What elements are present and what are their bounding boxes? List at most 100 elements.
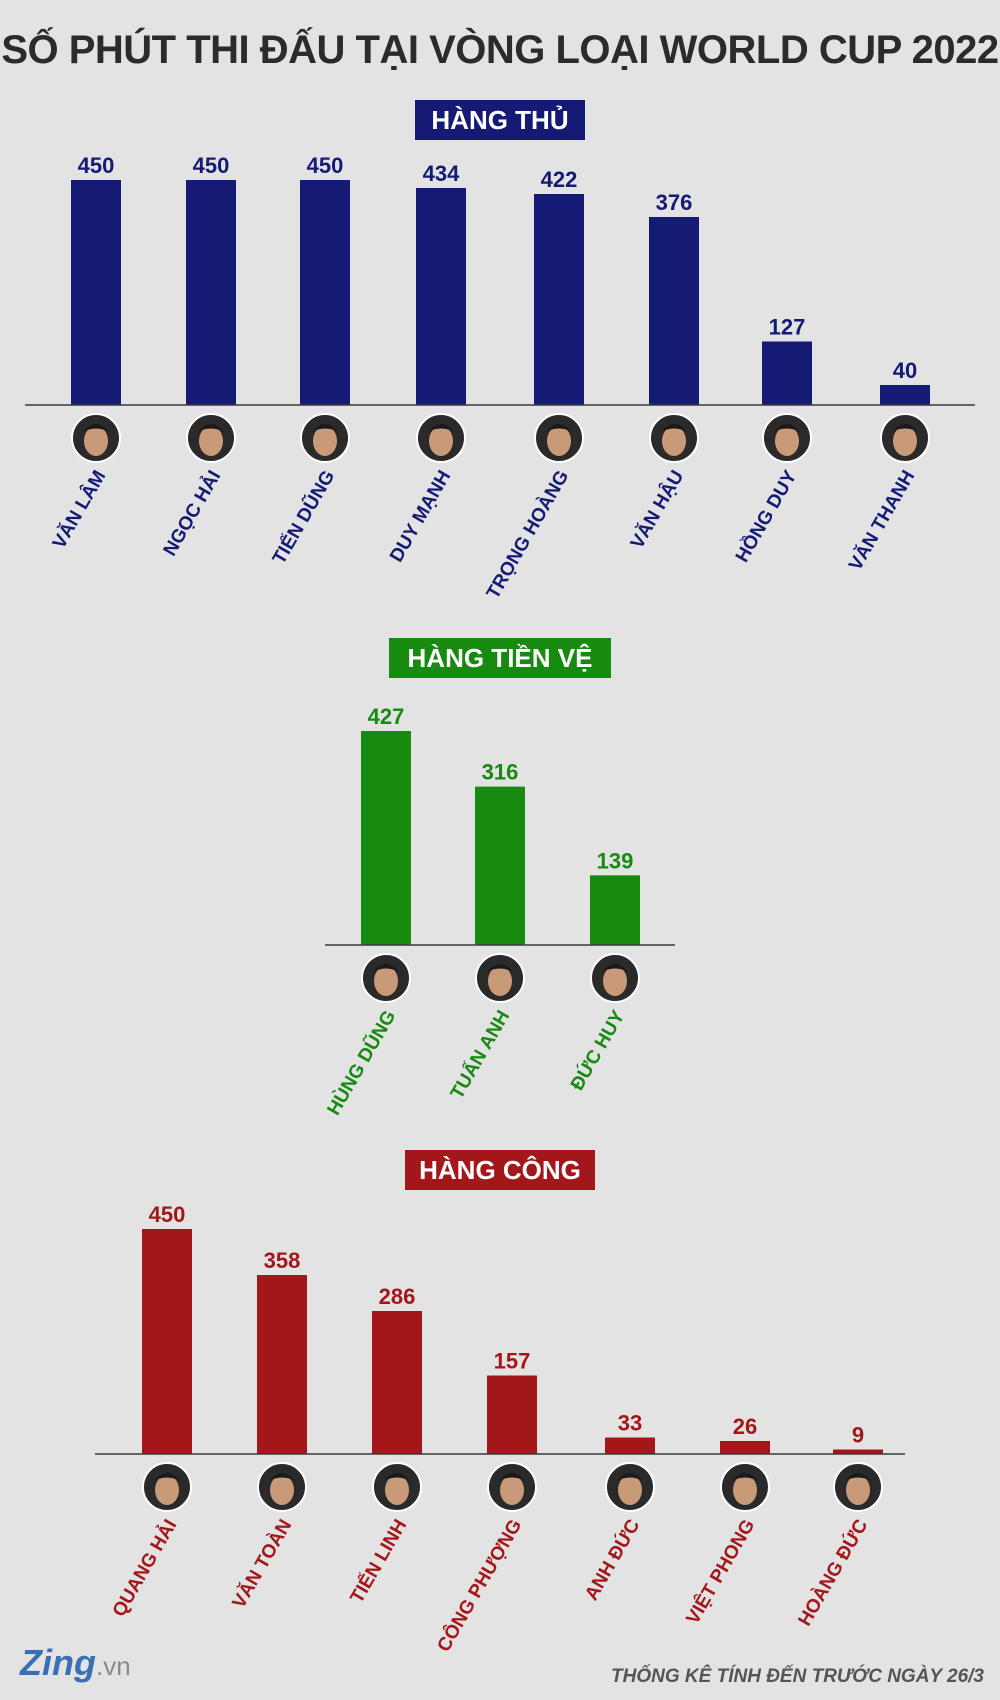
player-name-label: TUẤN ANH bbox=[446, 1007, 514, 1103]
bar-value-label: 450 bbox=[149, 1202, 186, 1227]
player-avatar-face bbox=[893, 426, 917, 456]
bar bbox=[416, 188, 466, 405]
bar bbox=[880, 385, 930, 405]
section-title: HÀNG THỦ bbox=[431, 104, 568, 135]
bar bbox=[720, 1441, 770, 1454]
player-avatar-hair bbox=[373, 964, 399, 972]
bar bbox=[300, 180, 350, 405]
bar-value-label: 376 bbox=[656, 190, 693, 215]
player-avatar-hair bbox=[198, 424, 224, 432]
player-name-label: CÔNG PHƯỢNG bbox=[433, 1516, 527, 1656]
bar-value-label: 157 bbox=[494, 1349, 531, 1374]
player-avatar-hair bbox=[487, 964, 513, 972]
bar bbox=[833, 1449, 883, 1454]
player-avatar-hair bbox=[661, 424, 687, 432]
player-avatar-face bbox=[846, 1475, 870, 1505]
section-title: HÀNG TIỀN VỆ bbox=[408, 643, 593, 673]
player-name-label: HỒNG DUY bbox=[731, 466, 801, 566]
section-title-banner bbox=[405, 1150, 595, 1190]
bar bbox=[534, 194, 584, 405]
player-avatar-hair bbox=[83, 424, 109, 432]
player-avatar-face bbox=[488, 966, 512, 996]
player-name-label: VĂN HẬU bbox=[626, 467, 688, 553]
section-title-banner bbox=[415, 100, 585, 140]
player-avatar-hair bbox=[774, 424, 800, 432]
player-avatar-face bbox=[429, 426, 453, 456]
player-name-label: VĂN LÂM bbox=[48, 467, 110, 553]
bar bbox=[361, 731, 411, 945]
bar-value-label: 40 bbox=[893, 358, 917, 383]
player-name-label: HÙNG DŨNG bbox=[323, 1007, 401, 1119]
zing-logo: Zing.vn bbox=[20, 1642, 131, 1684]
footnote: THỐNG KÊ TÍNH ĐẾN TRƯỚC NGÀY 26/3 bbox=[611, 1666, 984, 1687]
bar-value-label: 422 bbox=[541, 167, 578, 192]
player-avatar-face bbox=[618, 1475, 642, 1505]
player-avatar-hair bbox=[602, 964, 628, 972]
player-avatar-face bbox=[155, 1475, 179, 1505]
player-name-label: DUY MẠNH bbox=[386, 467, 455, 566]
player-name-label: HOÀNG ĐỨC bbox=[794, 1515, 873, 1629]
bar-value-label: 33 bbox=[618, 1411, 642, 1436]
player-name-label: TIẾN DŨNG bbox=[268, 467, 339, 568]
player-avatar-hair bbox=[546, 424, 572, 432]
player-avatar-hair bbox=[428, 424, 454, 432]
player-avatar-face bbox=[270, 1475, 294, 1505]
bar-value-label: 450 bbox=[193, 153, 230, 178]
player-avatar-face bbox=[603, 966, 627, 996]
player-name-label: VIỆT PHONG bbox=[682, 1516, 760, 1628]
bar-value-label: 316 bbox=[482, 760, 519, 785]
player-name-label: TRỌNG HOÀNG bbox=[482, 467, 573, 603]
bar-value-label: 434 bbox=[423, 161, 460, 186]
bar-value-label: 427 bbox=[368, 704, 405, 729]
player-avatar-hair bbox=[384, 1473, 410, 1481]
player-avatar-face bbox=[199, 426, 223, 456]
player-name-label: VĂN TOÀN bbox=[228, 1516, 296, 1613]
bar-value-label: 286 bbox=[379, 1284, 416, 1309]
bar-value-label: 9 bbox=[852, 1423, 864, 1448]
player-avatar-face bbox=[385, 1475, 409, 1505]
bar bbox=[649, 217, 699, 405]
section-title: HÀNG CÔNG bbox=[419, 1155, 581, 1185]
player-avatar-hair bbox=[154, 1473, 180, 1481]
player-avatar-hair bbox=[499, 1473, 525, 1481]
bar-value-label: 127 bbox=[769, 315, 806, 340]
player-avatar-face bbox=[662, 426, 686, 456]
player-avatar-hair bbox=[312, 424, 338, 432]
logo-suffix: .vn bbox=[95, 1651, 131, 1681]
player-name-label: NGỌC HẢI bbox=[159, 467, 226, 560]
player-avatar-hair bbox=[617, 1473, 643, 1481]
page-title: SỐ PHÚT THI ĐẤU TẠI VÒNG LOẠI WORLD CUP … bbox=[1, 28, 999, 72]
bar bbox=[71, 180, 121, 405]
player-avatar-face bbox=[547, 426, 571, 456]
player-name-label: VĂN THANH bbox=[844, 467, 919, 575]
player-avatar-hair bbox=[732, 1473, 758, 1481]
bar bbox=[762, 341, 812, 405]
bar bbox=[590, 875, 640, 945]
bar-value-label: 26 bbox=[733, 1414, 757, 1439]
player-avatar-face bbox=[84, 426, 108, 456]
bar bbox=[186, 180, 236, 405]
player-avatar-hair bbox=[269, 1473, 295, 1481]
bar-value-label: 450 bbox=[307, 153, 344, 178]
player-avatar-face bbox=[374, 966, 398, 996]
bar bbox=[487, 1375, 537, 1454]
player-avatar-hair bbox=[845, 1473, 871, 1481]
bar-value-label: 139 bbox=[597, 848, 634, 873]
player-avatar-face bbox=[313, 426, 337, 456]
player-avatar-face bbox=[733, 1475, 757, 1505]
player-avatar-face bbox=[775, 426, 799, 456]
player-name-label: TIẾN LINH bbox=[346, 1516, 411, 1607]
player-avatar-face bbox=[500, 1475, 524, 1505]
bar-value-label: 450 bbox=[78, 153, 115, 178]
bar bbox=[257, 1275, 307, 1454]
bar bbox=[372, 1311, 422, 1454]
section-title-banner bbox=[389, 638, 611, 678]
player-avatar-hair bbox=[892, 424, 918, 432]
bar bbox=[142, 1229, 192, 1454]
bar-value-label: 358 bbox=[264, 1248, 301, 1273]
player-name-label: ANH ĐỨC bbox=[580, 1515, 644, 1604]
player-name-label: ĐỨC HUY bbox=[566, 1006, 630, 1094]
player-name-label: QUANG HẢI bbox=[108, 1516, 181, 1621]
bar bbox=[605, 1437, 655, 1454]
